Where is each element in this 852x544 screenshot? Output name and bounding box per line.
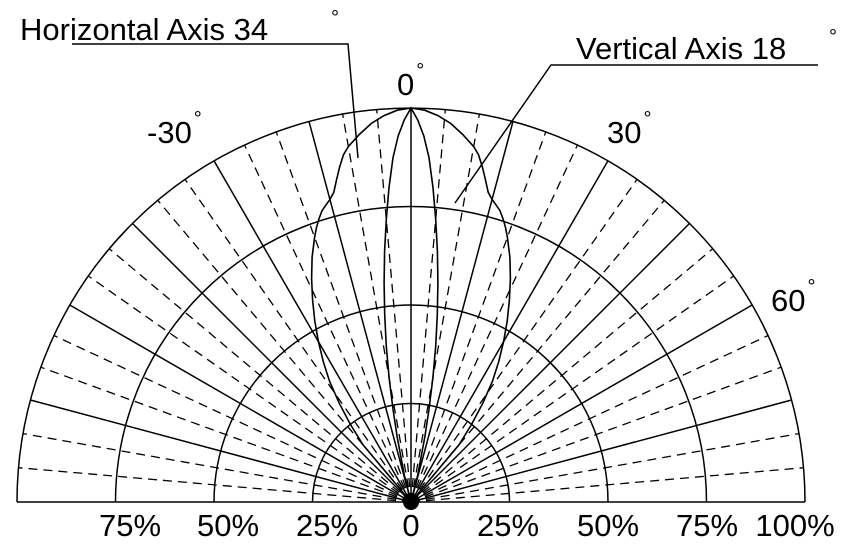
spoke-line xyxy=(410,121,514,503)
angle-label: 0 xyxy=(397,67,414,102)
degree-symbol: ° xyxy=(644,108,652,130)
dashed-spoke-line xyxy=(184,178,412,503)
degree-symbol: ° xyxy=(416,60,424,82)
dashed-spoke-line xyxy=(410,248,714,503)
degree-symbol: ° xyxy=(331,7,339,29)
vertical-axis-label: Vertical Axis 18 xyxy=(576,31,786,66)
degree-symbol: ° xyxy=(194,108,202,130)
angle-label: -30 xyxy=(147,115,192,150)
angle-label: 60 xyxy=(771,283,805,318)
polar-grid xyxy=(16,107,806,510)
horizontal-axis-leader xyxy=(72,43,359,159)
r-tick-label: 25% xyxy=(477,508,539,543)
dashed-spoke-line xyxy=(275,131,412,503)
dashed-spoke-line xyxy=(410,366,782,503)
r-tick-label: 75% xyxy=(676,508,738,543)
spoke-line xyxy=(308,121,412,503)
spoke-line xyxy=(410,160,609,503)
vertical-axis-leader xyxy=(454,64,818,204)
dashed-spoke-line xyxy=(410,144,579,503)
radial-tick-labels: 75% 50% 25% 0 25% 50% 75% 100% xyxy=(99,508,835,543)
dashed-spoke-line xyxy=(410,131,547,503)
curves xyxy=(310,106,512,503)
r-tick-label: 75% xyxy=(99,508,161,543)
dashed-spoke-line xyxy=(53,334,412,503)
degree-symbol: ° xyxy=(808,276,816,298)
angle-label: 30 xyxy=(607,115,641,150)
dashed-spoke-line xyxy=(341,113,412,503)
r-tick-label: 50% xyxy=(197,508,259,543)
dashed-spoke-line xyxy=(410,113,481,503)
dashed-spoke-line xyxy=(410,432,800,503)
r-tick-label: 50% xyxy=(577,508,639,543)
dashed-spoke-line xyxy=(410,334,769,503)
dashed-spoke-line xyxy=(22,432,412,503)
r-tick-label: 25% xyxy=(296,508,358,543)
r-tick-label: 0 xyxy=(402,508,419,543)
dashed-spoke-line xyxy=(376,109,412,503)
r-tick-label: 100% xyxy=(755,508,834,543)
dashed-spoke-line xyxy=(410,467,804,503)
dashed-spoke-line xyxy=(410,275,735,503)
angle-labels: 0 °-30 ° 30 °60 ° xyxy=(147,60,816,318)
spoke-line xyxy=(410,304,753,503)
spoke-line xyxy=(30,399,412,503)
spoke-line xyxy=(410,399,792,503)
spoke-line xyxy=(69,304,412,503)
dashed-spoke-line xyxy=(18,467,412,503)
series-callouts: Horizontal Axis 34 ° Vertical Axis 18 ° xyxy=(20,7,837,204)
horizontal-axis-label: Horizontal Axis 34 xyxy=(20,12,268,47)
dashed-spoke-line xyxy=(410,109,446,503)
degree-symbol: ° xyxy=(829,26,837,48)
dashed-spoke-line xyxy=(87,275,412,503)
spoke-line xyxy=(410,222,691,503)
dashed-spoke-line xyxy=(410,178,638,503)
dashed-spoke-line xyxy=(243,144,412,503)
dashed-spoke-line xyxy=(40,366,412,503)
vertical-axis-curve xyxy=(383,106,439,503)
spoke-line xyxy=(213,160,412,503)
spoke-line xyxy=(131,222,412,503)
dashed-spoke-line xyxy=(108,248,412,503)
